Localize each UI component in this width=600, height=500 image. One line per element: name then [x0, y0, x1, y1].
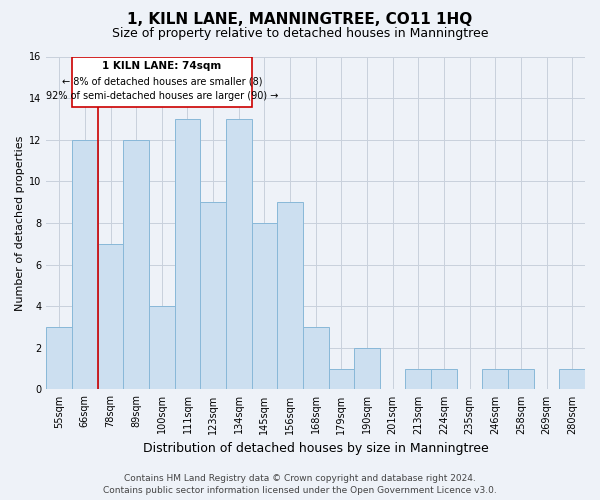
Bar [200, 202, 226, 390]
Bar [175, 119, 200, 390]
FancyBboxPatch shape [72, 56, 251, 108]
Bar [277, 202, 303, 390]
Bar [406, 368, 431, 390]
Bar [431, 368, 457, 390]
Text: Contains HM Land Registry data © Crown copyright and database right 2024.
Contai: Contains HM Land Registry data © Crown c… [103, 474, 497, 495]
Text: ← 8% of detached houses are smaller (8): ← 8% of detached houses are smaller (8) [62, 76, 262, 86]
Bar [303, 327, 329, 390]
X-axis label: Distribution of detached houses by size in Manningtree: Distribution of detached houses by size … [143, 442, 488, 455]
Y-axis label: Number of detached properties: Number of detached properties [15, 136, 25, 310]
Text: 92% of semi-detached houses are larger (90) →: 92% of semi-detached houses are larger (… [46, 91, 278, 101]
Bar [72, 140, 98, 390]
Bar [46, 327, 72, 390]
Bar [508, 368, 534, 390]
Bar [149, 306, 175, 390]
Bar [251, 223, 277, 390]
Bar [329, 368, 354, 390]
Text: Size of property relative to detached houses in Manningtree: Size of property relative to detached ho… [112, 28, 488, 40]
Bar [559, 368, 585, 390]
Bar [98, 244, 124, 390]
Text: 1, KILN LANE, MANNINGTREE, CO11 1HQ: 1, KILN LANE, MANNINGTREE, CO11 1HQ [127, 12, 473, 28]
Bar [482, 368, 508, 390]
Bar [124, 140, 149, 390]
Bar [354, 348, 380, 390]
Text: 1 KILN LANE: 74sqm: 1 KILN LANE: 74sqm [102, 61, 221, 71]
Bar [226, 119, 251, 390]
